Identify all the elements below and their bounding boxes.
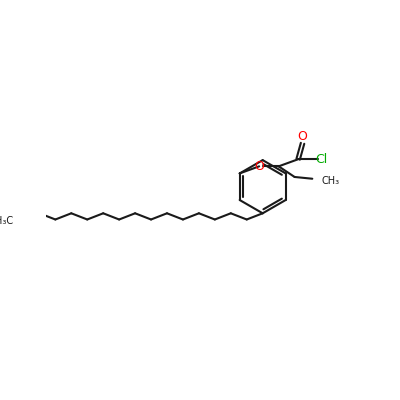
Text: Cl: Cl	[315, 153, 327, 166]
Text: CH₃: CH₃	[321, 176, 339, 186]
Text: O: O	[254, 160, 264, 173]
Text: H₃C: H₃C	[0, 216, 13, 226]
Text: O: O	[298, 130, 308, 143]
